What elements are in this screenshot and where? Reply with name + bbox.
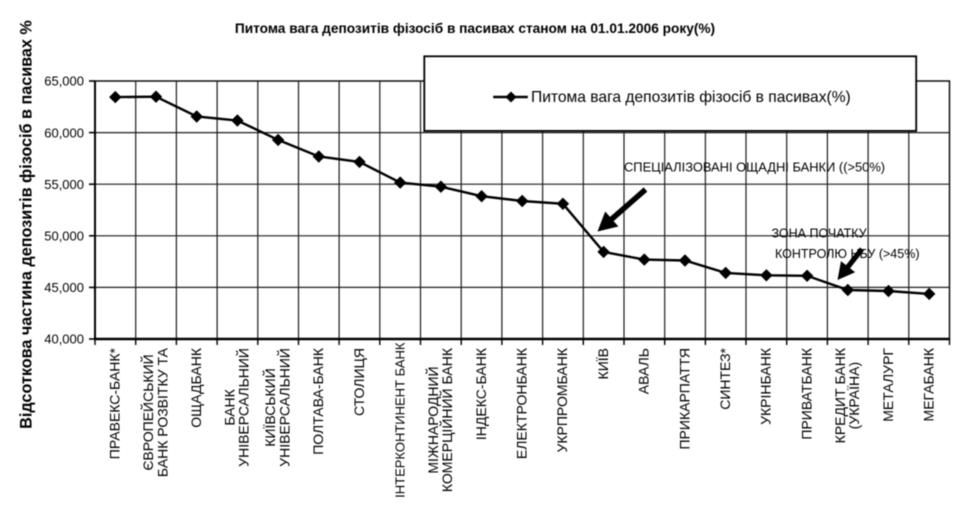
svg-text:МЕГАБАНК: МЕГАБАНК bbox=[921, 347, 937, 421]
svg-text:Питома вага депозитів фізосіб: Питома вага депозитів фізосіб в пасивах … bbox=[235, 21, 715, 36]
svg-text:КИЇВСЬКИЙУНІВЕРСАЛЬНИЙ: КИЇВСЬКИЙУНІВЕРСАЛЬНИЙ bbox=[261, 348, 292, 467]
svg-text:ЕЛЕКТРОНБАНК: ЕЛЕКТРОНБАНК bbox=[514, 347, 530, 459]
svg-text:50,000: 50,000 bbox=[44, 229, 84, 244]
svg-text:УКРПРОМБАНК: УКРПРОМБАНК bbox=[554, 347, 570, 452]
svg-text:60,000: 60,000 bbox=[44, 125, 84, 140]
svg-text:ПРИКАРПАТТЯ: ПРИКАРПАТТЯ bbox=[676, 348, 692, 450]
svg-text:КИЇВ: КИЇВ bbox=[595, 348, 611, 379]
svg-text:КРЕДИТ БАНК(УКРАЇНА): КРЕДИТ БАНК(УКРАЇНА) bbox=[832, 347, 862, 443]
svg-text:ОЩАДБАНК: ОЩАДБАНК bbox=[188, 347, 204, 428]
svg-text:Питома вага депозитів фізосіб: Питома вага депозитів фізосіб в пасивах(… bbox=[531, 89, 851, 106]
svg-text:65,000: 65,000 bbox=[44, 74, 84, 89]
svg-text:ПРАВЕКС-БАНК*: ПРАВЕКС-БАНК* bbox=[107, 347, 123, 459]
svg-text:45,000: 45,000 bbox=[44, 280, 84, 295]
svg-text:УКРІНБАНК: УКРІНБАНК bbox=[758, 347, 774, 425]
svg-text:КОНТРОЛЮ НБУ (>45%): КОНТРОЛЮ НБУ (>45%) bbox=[775, 247, 919, 261]
svg-text:СИНТЕЗ*: СИНТЕЗ* bbox=[717, 347, 733, 409]
svg-text:40,000: 40,000 bbox=[44, 332, 84, 347]
svg-text:ЄВРОПЕЙСЬКИЙБАНК РОЗВІТКУ ТА: ЄВРОПЕЙСЬКИЙБАНК РОЗВІТКУ ТА bbox=[139, 347, 170, 477]
svg-text:МІЖНАРОДНИЙКОМЕРЦІЙНИЙ БАНК: МІЖНАРОДНИЙКОМЕРЦІЙНИЙ БАНК bbox=[424, 347, 455, 492]
svg-text:ІНТЕРКОНТИНЕНТ БАНК: ІНТЕРКОНТИНЕНТ БАНК bbox=[393, 342, 408, 498]
svg-text:ІНДЕКС-БАНК: ІНДЕКС-БАНК bbox=[473, 347, 489, 440]
svg-text:БАНКУНІВЕРСАЛЬНИЙ: БАНКУНІВЕРСАЛЬНИЙ bbox=[221, 348, 251, 467]
svg-text:55,000: 55,000 bbox=[44, 177, 84, 192]
svg-text:ЗОНА ПОЧАТКУ: ЗОНА ПОЧАТКУ bbox=[772, 227, 867, 241]
svg-text:ПРИВАТБАНК: ПРИВАТБАНК bbox=[798, 347, 814, 439]
svg-text:АВАЛЬ: АВАЛЬ bbox=[636, 348, 652, 394]
svg-text:МЕТАЛУРГ: МЕТАЛУРГ bbox=[880, 348, 896, 422]
svg-text:Відсоткова частина депозитів ф: Відсоткова частина депозитів фізосіб в п… bbox=[18, 20, 36, 429]
svg-text:СТОЛИЦЯ: СТОЛИЦЯ bbox=[351, 348, 367, 416]
svg-text:ПОЛТАВА-БАНК: ПОЛТАВА-БАНК bbox=[310, 347, 326, 455]
svg-text:СПЕЦІАЛІЗОВАНІ ОЩАДНІ БАНКИ ((: СПЕЦІАЛІЗОВАНІ ОЩАДНІ БАНКИ ((>50%) bbox=[624, 160, 885, 175]
